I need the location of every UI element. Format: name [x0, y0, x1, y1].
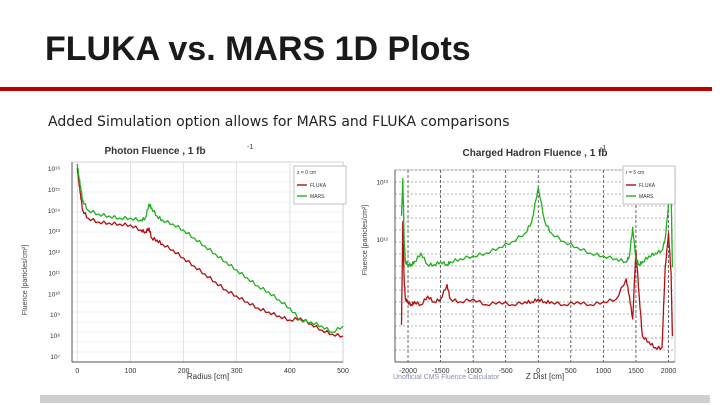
x-tick-label: 0: [75, 368, 79, 375]
y-tick-label: 10¹³: [376, 179, 388, 186]
x-tick-label: 300: [231, 368, 243, 375]
legend-header: r = 5 cm: [626, 170, 644, 176]
title-accent-bar: [0, 87, 712, 91]
photon-fluence-chart: Photon Fluence , 1 fb -1 Fluence [partic…: [22, 144, 349, 381]
chart-title: Charged Hadron Fluence , 1 fb: [462, 148, 607, 159]
series-line-mars: [76, 163, 344, 333]
y-tick-label: 10⁸: [50, 333, 60, 340]
chart-title: Photon Fluence , 1 fb: [104, 146, 205, 157]
y-tick-label: 10¹³: [48, 229, 60, 236]
y-tick-label: 10¹¹: [48, 270, 60, 277]
x-tick-label: 500: [565, 368, 577, 375]
x-tick-label: -2000: [399, 368, 417, 375]
y-tick-label: 10¹⁰: [48, 290, 60, 298]
legend-box: [293, 165, 347, 205]
footer-bar: [40, 395, 710, 403]
y-tick-label: 10⁷: [50, 354, 60, 361]
x-tick-label: 0: [536, 368, 540, 375]
x-tick-label: 2000: [661, 368, 677, 375]
legend-label: MARS: [310, 194, 325, 200]
footer-note: Unofficial CMS Fluence Calculator: [393, 374, 500, 381]
y-tick-label: 10¹⁴: [48, 208, 60, 215]
legend-label: FLUKA: [639, 183, 656, 189]
charged-hadron-fluence-chart: Charged Hadron Fluence , 1 fb -1 Fluence…: [362, 145, 677, 381]
y-tick-label: 10⁹: [50, 312, 60, 319]
y-tick-label: 10¹⁶: [48, 166, 60, 173]
x-tick-label: 1500: [628, 368, 644, 375]
x-tick-label: 200: [178, 368, 190, 375]
y-axis-label: Fluence [particles/cm²]: [362, 205, 369, 275]
x-axis-label: Z Dist [cm]: [526, 372, 564, 381]
x-axis-label: Radius [cm]: [187, 372, 229, 381]
x-tick-label: 1000: [596, 368, 612, 375]
series-line-fluka: [76, 167, 344, 338]
x-tick-label: -1000: [464, 368, 482, 375]
x-tick-label: 400: [284, 368, 296, 375]
x-tick-label: 500: [337, 368, 349, 375]
x-tick-label: -1500: [432, 368, 450, 375]
series-line-fluka: [400, 220, 674, 350]
chart-title-superscript: -1: [247, 144, 253, 151]
y-tick-label: 10¹²: [48, 250, 60, 257]
y-axis-label: Fluence [particles/cm²]: [22, 245, 29, 315]
legend-label: MARS: [639, 194, 654, 200]
chart-title-superscript: -1: [600, 145, 606, 152]
x-tick-label: 100: [125, 368, 137, 375]
y-tick-label: 10¹⁵: [48, 187, 60, 194]
legend-header: z = 0 cm: [297, 170, 316, 176]
x-tick-label: -500: [499, 368, 513, 375]
slide-title: FLUKA vs. MARS 1D Plots: [45, 30, 471, 68]
legend-label: FLUKA: [310, 183, 327, 189]
series-line-mars: [400, 177, 674, 268]
y-tick-label: 10¹²: [376, 237, 388, 244]
slide-subtitle: Added Simulation option allows for MARS …: [48, 114, 510, 130]
